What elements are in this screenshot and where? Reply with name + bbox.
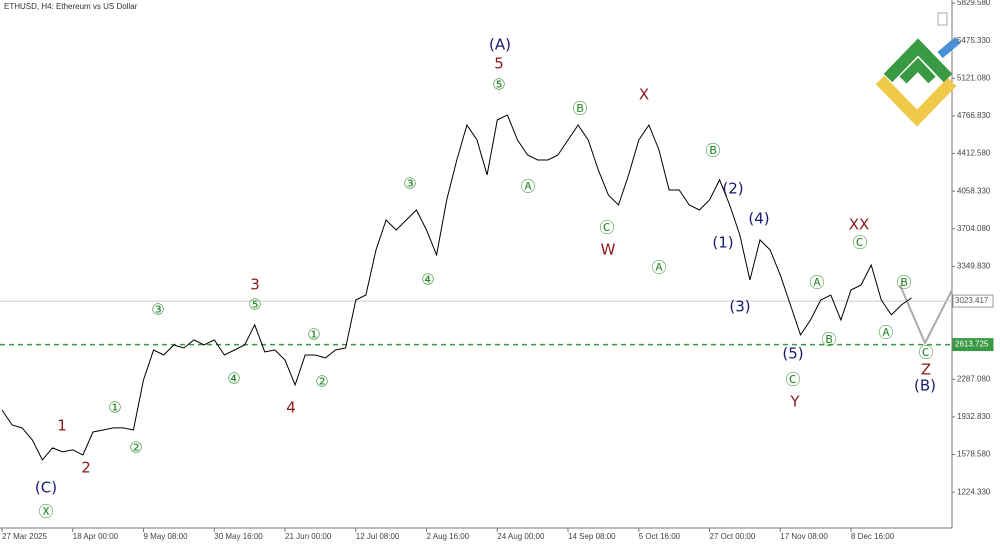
y-tick-label: 5829.580 (957, 0, 991, 7)
y-tick-label: 3704.080 (957, 224, 991, 233)
logo-green (883, 38, 953, 83)
wave-label: (A) (489, 36, 511, 54)
wave-label: Ⓑ (821, 331, 836, 349)
wave-label: ② (129, 439, 142, 457)
y-tick-label: 2287.080 (957, 374, 991, 383)
y-tick-label: 4412.580 (957, 149, 991, 158)
wave-label: (B) (914, 377, 936, 395)
x-tick-label: 21 Jun 00:00 (285, 532, 332, 541)
wave-label: 3 (250, 276, 260, 294)
x-tick-label: 27 Oct 00:00 (710, 532, 756, 541)
y-tick-label: 1224.330 (957, 487, 991, 496)
logo-green-inner (899, 57, 936, 84)
wave-label: (5) (782, 345, 803, 363)
wave-label: Ⓒ (852, 234, 867, 252)
wave-label: ③ (151, 301, 164, 319)
price-label-box (952, 338, 994, 352)
wave-label: Z (921, 361, 931, 379)
y-tick-label: 1578.580 (957, 450, 991, 459)
chart-title: ETHUSD, H4: Ethereum vs US Dollar (4, 2, 138, 11)
wave-label: (1) (712, 234, 733, 252)
logo (875, 36, 961, 127)
price-label-box (952, 294, 994, 308)
wave-label: Ⓐ (520, 178, 535, 196)
wave-label: 4 (286, 399, 296, 417)
wave-label: 1 (57, 417, 67, 435)
x-tick-label: 5 Oct 16:00 (639, 532, 681, 541)
x-tick-label: 14 Sep 08:00 (568, 532, 616, 541)
wave-label: ⑤ (492, 76, 505, 94)
wave-label: Ⓑ (572, 100, 587, 118)
x-tick-label: 9 May 08:00 (144, 532, 189, 541)
wave-label: Ⓧ (38, 503, 53, 521)
y-tick-label: 4766.830 (957, 111, 991, 120)
wave-label: W (601, 241, 616, 259)
logo-yellow (875, 75, 957, 127)
price-label: 3023.417 (955, 296, 989, 305)
x-tick-label: 18 Apr 00:00 (73, 532, 119, 541)
wave-label: Ⓒ (599, 219, 614, 237)
wave-label: ① (307, 326, 320, 344)
wave-label: (2) (722, 180, 743, 198)
wave-label: 2 (81, 459, 91, 477)
wave-label: (4) (748, 210, 769, 228)
wave-label: Y (789, 393, 800, 411)
wave-label: Ⓐ (878, 324, 893, 342)
wave-label: Ⓑ (705, 142, 720, 160)
projection (899, 284, 953, 346)
wave-label: ⑤ (248, 296, 261, 314)
y-tick-label: 4058.330 (957, 186, 991, 195)
y-tick-label: 1932.830 (957, 412, 991, 421)
wave-label: ④ (421, 271, 434, 289)
wave-label: Ⓐ (651, 259, 666, 277)
wave-label: XX (849, 216, 870, 234)
wave-label: Ⓒ (785, 371, 800, 389)
panel-icon (937, 12, 948, 26)
logo-blue (937, 36, 961, 59)
y-tick-label: 5475.330 (957, 36, 991, 45)
wave-label: ④ (227, 370, 240, 388)
x-tick-label: 30 May 16:00 (214, 532, 263, 541)
wave-label: ③ (403, 175, 416, 193)
wave-label: (C) (35, 479, 57, 497)
x-tick-label: 17 Nov 08:00 (780, 532, 828, 541)
wave-label: (3) (729, 298, 750, 316)
price-line-series (1, 114, 912, 461)
x-tick-label: 12 Jul 08:00 (356, 532, 400, 541)
wave-label: Ⓒ (918, 344, 933, 362)
wave-label: Ⓑ (896, 274, 911, 292)
wave-label: ② (315, 373, 328, 391)
y-tick-label: 3349.830 (957, 262, 991, 271)
wave-label: Ⓐ (809, 274, 824, 292)
y-tick-label: 5121.080 (957, 73, 991, 82)
wave-label: X (639, 86, 649, 104)
x-tick-label: 27 Mar 2025 (2, 532, 47, 541)
price-label: 2613.725 (955, 340, 989, 349)
wave-label: 5 (494, 55, 504, 73)
wave-label: ① (108, 399, 121, 417)
x-tick-label: 8 Dec 16:00 (851, 532, 895, 541)
x-tick-label: 2 Aug 16:00 (427, 532, 470, 541)
x-tick-label: 24 Aug 00:00 (497, 532, 545, 541)
